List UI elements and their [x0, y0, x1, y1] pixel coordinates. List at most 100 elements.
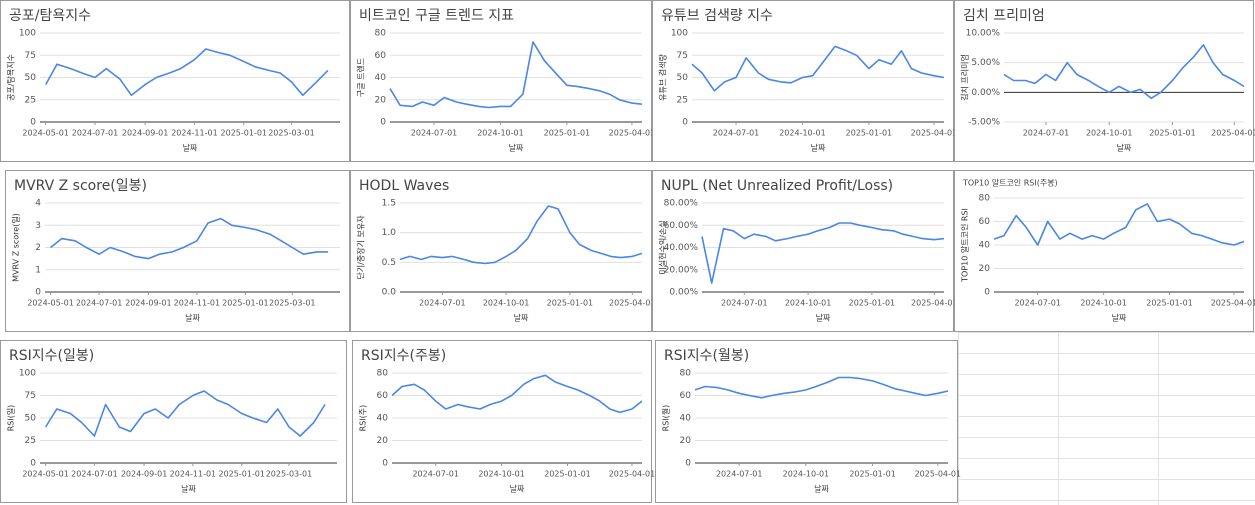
x-tick-label: 2025-04-01 [1211, 129, 1255, 138]
y-tick-label: 40 [377, 414, 389, 424]
x-tick-label: 2025-04-01 [609, 299, 656, 308]
y-tick-label: 0.00% [669, 288, 698, 298]
x-tick-label: 2024-07-01 [716, 470, 763, 479]
x-tick-label: 2025-04-01 [915, 470, 962, 479]
y-tick-label: 60 [979, 217, 991, 227]
x-axis-title: 날짜 [181, 484, 196, 494]
chart-title: 유튜브 검색량 지수 [661, 8, 773, 24]
y-axis-title: MVRV Z score(일) [12, 213, 21, 282]
y-tick-label: 0.00% [971, 88, 1000, 98]
y-tick-label: 80 [375, 29, 387, 39]
y-tick-label: 40 [375, 73, 387, 83]
chart-title: 김치 프리미엄 [963, 8, 1045, 24]
y-tick-label: 80.00% [664, 199, 699, 209]
y-axis-title: 단기/중장기 보유자 [356, 215, 366, 280]
data-line [389, 41, 643, 109]
y-tick-label: 80 [377, 369, 389, 379]
x-tick-label: 2024-07-01 [1023, 129, 1070, 138]
y-axis-title: TOP10 알트코인 RSI [960, 208, 970, 283]
y-tick-label: 25 [25, 95, 36, 105]
x-tick-label: 2024-10-01 [779, 129, 826, 138]
x-tick-label: 2024-07-01 [76, 299, 123, 308]
data-line [993, 203, 1245, 246]
x-tick-label: 2025-01-01 [849, 470, 896, 479]
x-tick-label: 2025-04-01 [609, 470, 656, 479]
y-axis-title: RSI(주) [359, 405, 368, 432]
x-tick-label: 2024-10-01 [783, 470, 830, 479]
y-tick-label: 40.00% [664, 243, 699, 253]
x-axis-title: 날짜 [514, 313, 529, 323]
x-axis-title: 날짜 [1112, 313, 1127, 323]
x-axis-title: 날짜 [1117, 143, 1132, 153]
x-tick-label: 2025-03-01 [266, 470, 313, 479]
y-tick-label: 1.0 [382, 228, 397, 238]
x-tick-label: 2024-11-01 [170, 470, 217, 479]
y-tick-label: 60.00% [664, 221, 699, 231]
x-tick-label: 2025-01-01 [218, 470, 265, 479]
y-tick-label: 0 [984, 288, 990, 298]
chart-title: RSI지수(월봉) [664, 348, 749, 364]
y-tick-label: 40 [979, 241, 991, 251]
x-tick-label: 2024-10-01 [1086, 129, 1133, 138]
y-tick-label: 1.5 [382, 199, 396, 209]
y-tick-label: 40 [680, 414, 692, 424]
y-tick-label: 80 [979, 194, 991, 204]
y-tick-label: 100 [19, 369, 36, 379]
y-tick-label: 0 [30, 459, 36, 469]
y-tick-label: 75 [25, 51, 36, 61]
y-tick-label: 60 [377, 391, 389, 401]
y-tick-label: 4 [35, 199, 41, 209]
spreadsheet-grid [958, 332, 1255, 505]
x-axis-title: 날짜 [811, 143, 826, 153]
x-tick-label: 2025-01-01 [544, 129, 591, 138]
y-tick-label: 20 [979, 264, 991, 274]
y-tick-label: 50 [25, 414, 37, 424]
y-axis-title: 김치 프리미엄 [960, 54, 970, 101]
x-axis-title: 날짜 [816, 313, 831, 323]
data-line [44, 390, 326, 437]
x-tick-label: 2025-03-01 [268, 129, 315, 138]
x-tick-label: 2024-10-01 [1080, 299, 1127, 308]
chart-title: 공포/탐욕지수 [9, 8, 91, 24]
y-axis-title: 유튜브 검색량 [658, 54, 668, 101]
y-tick-label: 60 [375, 51, 387, 61]
x-tick-label: 2024-07-01 [419, 299, 466, 308]
x-tick-label: 2024-09-01 [121, 470, 168, 479]
x-tick-label: 2024-07-01 [411, 129, 458, 138]
x-tick-label: 2024-11-01 [171, 129, 218, 138]
x-tick-label: 2025-01-01 [1149, 129, 1196, 138]
chart-title: RSI지수(주봉) [361, 348, 446, 364]
x-tick-label: 2024-10-01 [477, 129, 524, 138]
x-tick-label: 2024-05-01 [22, 129, 69, 138]
x-tick-label: 2025-01-01 [544, 470, 591, 479]
panel [954, 0, 1254, 162]
x-tick-label: 2025-01-01 [547, 299, 594, 308]
y-tick-label: 3 [35, 221, 41, 231]
y-tick-label: 20 [680, 436, 692, 446]
x-tick-label: 2024-05-01 [22, 470, 69, 479]
x-tick-label: 2024-07-01 [721, 299, 768, 308]
x-tick-label: 2025-04-01 [911, 129, 958, 138]
y-tick-label: 0.5 [382, 258, 396, 268]
data-line [701, 222, 945, 284]
y-tick-label: 0 [685, 459, 691, 469]
chart-title: HODL Waves [359, 178, 449, 194]
y-tick-label: 50 [677, 73, 689, 83]
panel [352, 340, 652, 503]
y-tick-label: 0 [380, 118, 386, 128]
panel [954, 170, 1254, 332]
y-axis-title: 미실현수익/손실 [658, 220, 668, 274]
x-tick-label: 2024-07-01 [72, 129, 119, 138]
y-tick-label: 0 [30, 118, 36, 128]
y-tick-label: -5.00% [968, 118, 1000, 128]
y-tick-label: 80 [680, 369, 692, 379]
data-line [694, 376, 949, 399]
x-tick-label: 2024-07-01 [412, 470, 459, 479]
y-tick-label: 25 [677, 95, 688, 105]
x-tick-label: 2024-10-01 [785, 299, 832, 308]
x-tick-label: 2025-01-01 [846, 129, 893, 138]
y-tick-label: 20 [375, 95, 387, 105]
x-axis-title: 날짜 [185, 313, 200, 323]
x-tick-label: 2025-01-01 [849, 299, 896, 308]
